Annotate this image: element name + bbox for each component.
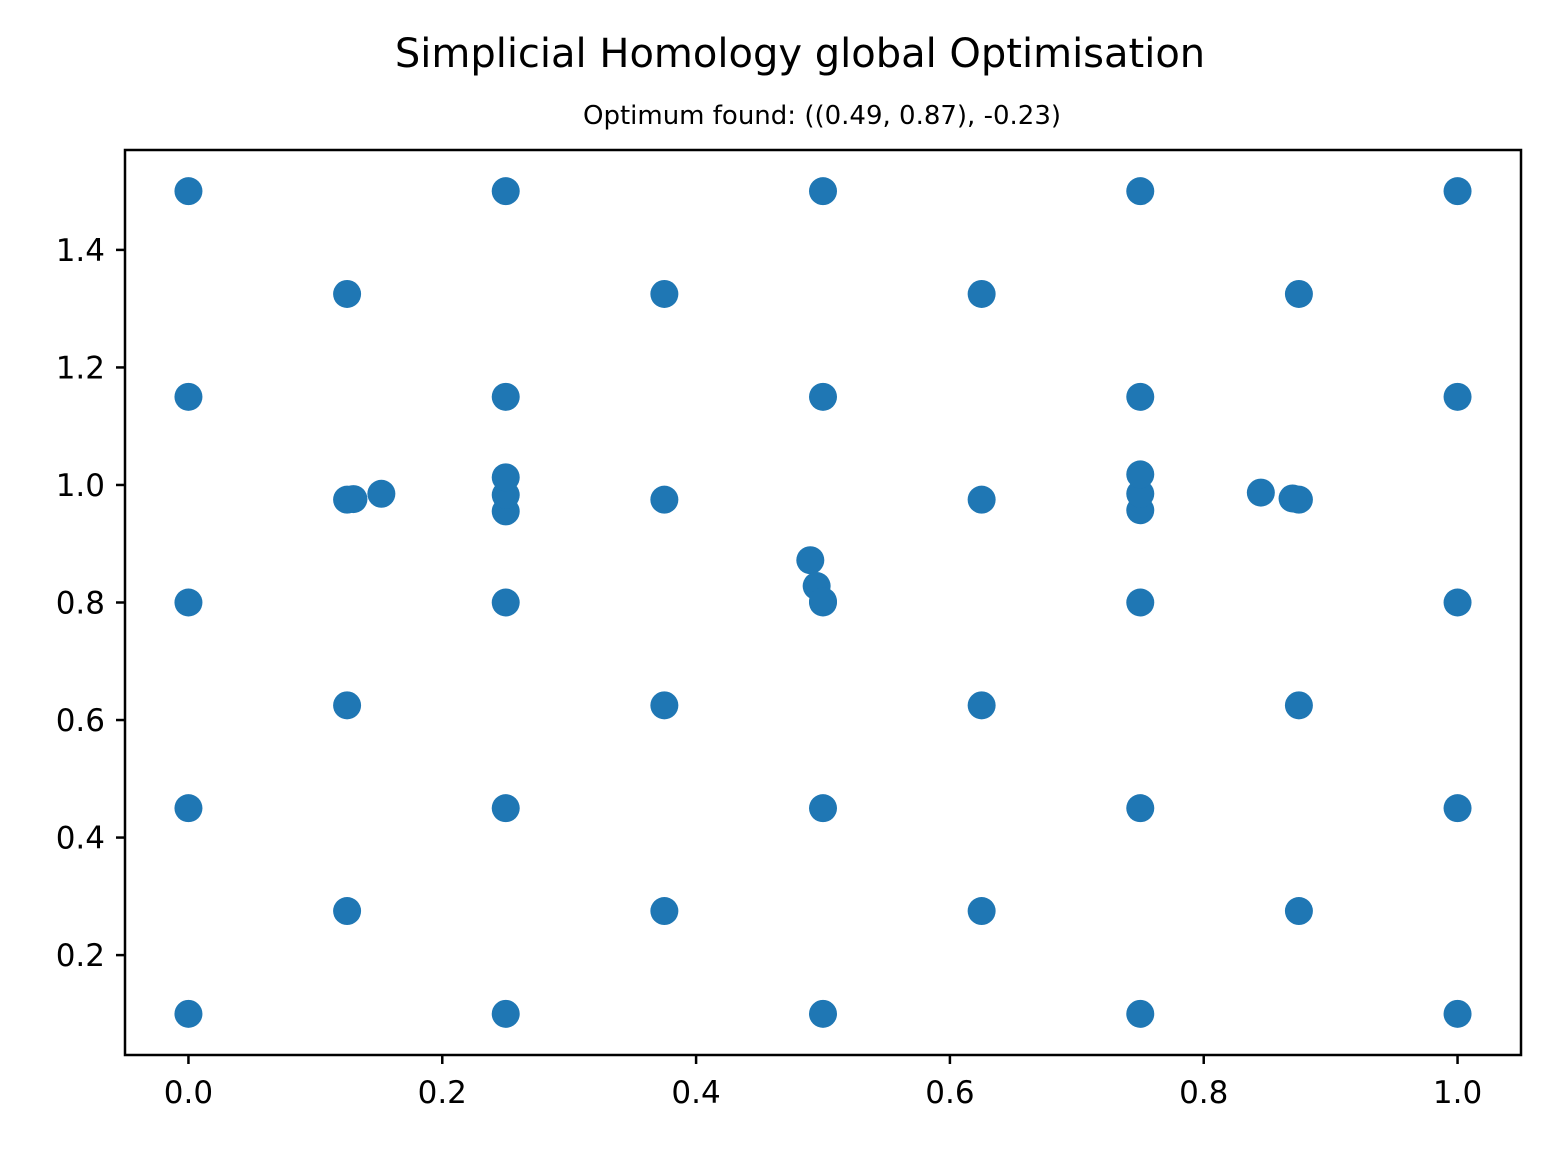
chart-title: Simplicial Homology global Optimisation: [395, 31, 1205, 77]
data-point-35: [967, 485, 996, 514]
data-point-51: [796, 546, 825, 575]
data-point-49: [1246, 478, 1275, 507]
y-tick-label-4: 1.0: [56, 468, 105, 504]
chart-subtitle: Optimum found: ((0.49, 0.87), -0.23): [583, 101, 1061, 131]
data-point-30: [650, 691, 679, 720]
x-tick-label-4: 0.8: [1179, 1075, 1228, 1111]
data-point-5: [491, 999, 520, 1028]
data-point-29: [650, 897, 679, 926]
data-point-18: [1126, 382, 1155, 411]
y-tick-label-5: 1.2: [56, 350, 105, 386]
data-point-32: [650, 279, 679, 308]
y-tick-label-6: 1.4: [56, 233, 105, 269]
data-point-22: [1443, 588, 1472, 617]
data-point-2: [174, 588, 203, 617]
y-tick-label-1: 0.4: [56, 821, 105, 857]
data-point-14: [809, 177, 837, 206]
y-tick-label-3: 0.8: [56, 586, 105, 622]
data-point-50: [1278, 484, 1307, 513]
data-point-1: [174, 794, 203, 823]
x-tick-label-0: 0.0: [164, 1075, 213, 1111]
data-point-23: [1443, 382, 1472, 411]
y-tick-label-2: 0.6: [56, 703, 105, 739]
data-point-38: [1284, 691, 1313, 720]
axis-ticks: 0.0 0.2 0.4 0.6 0.8 1.0 0.2 0.4 0.6 0.8 1.0 1.2 1.4: [56, 233, 1483, 1111]
data-point-0: [174, 999, 203, 1028]
data-point-25: [333, 897, 362, 926]
data-point-24: [1443, 177, 1472, 206]
x-tick-label-5: 1.0: [1433, 1075, 1482, 1111]
data-point-31: [650, 485, 679, 514]
scatter-points: [174, 177, 1472, 1028]
data-point-47: [1126, 479, 1155, 508]
data-point-17: [1126, 588, 1155, 617]
data-point-16: [1126, 794, 1155, 823]
data-point-6: [491, 794, 520, 823]
data-point-37: [1284, 897, 1313, 926]
data-point-45: [491, 463, 520, 492]
data-point-21: [1443, 794, 1472, 823]
data-point-41: [339, 485, 368, 514]
data-point-8: [491, 382, 520, 411]
data-point-34: [967, 691, 996, 720]
data-point-53: [809, 587, 837, 616]
data-point-11: [809, 794, 837, 823]
data-point-4: [174, 177, 203, 206]
data-point-20: [1443, 999, 1472, 1028]
data-point-26: [333, 691, 362, 720]
data-point-3: [174, 382, 203, 411]
data-point-36: [967, 279, 996, 308]
data-point-33: [967, 897, 996, 926]
x-tick-label-1: 0.2: [418, 1075, 467, 1111]
data-point-48: [1126, 460, 1155, 489]
data-point-19: [1126, 177, 1155, 206]
x-tick-label-3: 0.6: [925, 1075, 974, 1111]
data-point-42: [367, 479, 396, 508]
data-point-10: [809, 999, 837, 1028]
data-point-13: [809, 382, 837, 411]
plot-area-frame: [123, 148, 1523, 1057]
data-point-7: [491, 588, 520, 617]
y-tick-label-0: 0.2: [56, 938, 105, 974]
data-point-9: [491, 177, 520, 206]
x-tick-label-2: 0.4: [671, 1075, 720, 1111]
data-point-15: [1126, 999, 1155, 1028]
data-point-40: [1284, 279, 1313, 308]
data-point-28: [333, 279, 362, 308]
